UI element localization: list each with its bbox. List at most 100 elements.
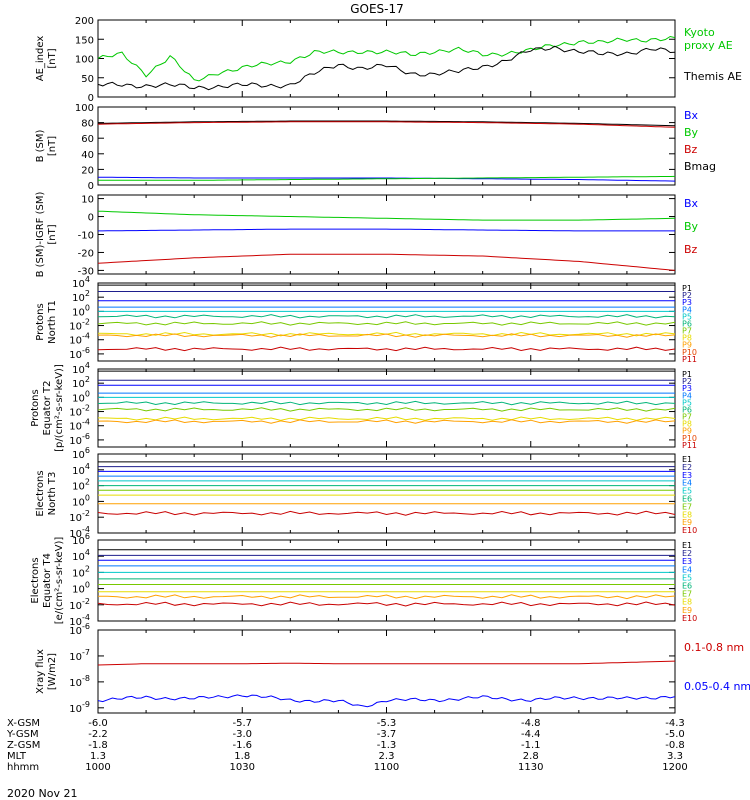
y-tick-label: 10 (81, 195, 94, 206)
y-axis-label: Equator T2 (42, 381, 53, 436)
channel-legend: E3 (682, 471, 692, 480)
y-tick-label: 200 (75, 16, 94, 27)
y-tick-label: 102 (72, 375, 90, 390)
y-tick-exponent: -2 (82, 318, 90, 327)
x-axis-value: 2.3 (379, 751, 395, 762)
channel-legend: E2 (682, 463, 692, 472)
x-axis-value: 1.3 (90, 751, 106, 762)
y-tick-label: 80 (81, 119, 94, 130)
y-tick-exponent: -2 (82, 597, 90, 606)
channel-legend: P2 (682, 377, 692, 386)
y-axis-label: Electrons (30, 557, 41, 603)
channel-legend: P11 (682, 441, 697, 450)
panel-b_sm_igrf: -30 -20 -10 0 10 B (SM)-IGRF (SM) [nT] Bx By Bz (35, 192, 699, 278)
y-tick-exponent: 0 (85, 303, 90, 312)
x-axis-value: -5.3 (377, 718, 397, 729)
y-tick-label: 104 (72, 361, 90, 376)
y-tick-label: -30 (78, 266, 94, 277)
series-line (98, 228, 675, 232)
x-axis-value: 1.8 (234, 751, 250, 762)
x-axis-value: -1.6 (232, 740, 252, 751)
plot-date: 2020 Nov 21 (7, 787, 77, 800)
x-axis-value: 1000 (85, 762, 110, 773)
channel-legend: P4 (682, 305, 692, 314)
plot-area (98, 35, 675, 91)
y-axis-label: [nT] (47, 224, 58, 244)
y-tick-exponent: -4 (82, 332, 90, 341)
channel-legend: E9 (682, 606, 692, 615)
channel-legend: P9 (682, 341, 692, 350)
plot-title: GOES-17 (350, 2, 404, 16)
x-axis-value: 1030 (230, 762, 255, 773)
legend-entry: Themis AE (683, 70, 742, 83)
y-tick-label: 10-2 (69, 509, 90, 524)
y-tick-label: 10-8 (69, 674, 90, 689)
channel-legend: P11 (682, 355, 697, 364)
y-axis-label: Protons (30, 389, 41, 426)
series-line (98, 175, 675, 181)
legend-entry: Bx (684, 197, 699, 210)
channel-line (98, 321, 675, 326)
channel-line (98, 510, 675, 516)
channel-legend: E1 (682, 541, 692, 550)
y-tick-exponent: -6 (82, 346, 90, 355)
panel-frame (97, 19, 676, 98)
y-tick-exponent: 0 (85, 581, 90, 590)
channel-line (98, 416, 675, 421)
y-tick-exponent: -7 (82, 648, 90, 657)
series-line (98, 176, 675, 182)
series-line (98, 694, 675, 708)
channel-legend: P5 (682, 398, 692, 407)
x-axis-value: -5.0 (665, 729, 685, 740)
legend-entry: Bx (684, 109, 699, 122)
x-axis-value: 1130 (518, 762, 543, 773)
y-tick-label: 20 (81, 165, 94, 176)
channel-legend: P6 (682, 405, 692, 414)
x-axis-value: -1.3 (377, 740, 397, 751)
y-tick-label: 50 (81, 74, 94, 85)
x-axis-value: -2.2 (88, 729, 108, 740)
channel-legend: P4 (682, 391, 692, 400)
legend-entry: Kyoto (684, 26, 715, 39)
panel-frame (97, 629, 676, 714)
plot-area (98, 210, 675, 271)
y-tick-exponent: -4 (82, 418, 90, 427)
x-axis-value: -3.0 (232, 729, 252, 740)
y-tick-label: -20 (78, 248, 94, 259)
y-tick-label: 102 (72, 564, 90, 579)
y-axis-label: [e/(cm²-s-sr-keV)] (54, 537, 65, 625)
y-tick-label: 104 (72, 462, 90, 477)
y-tick-label: 150 (75, 35, 94, 46)
panel-frame (97, 106, 676, 186)
y-tick-exponent: 6 (85, 532, 90, 541)
y-tick-exponent: 4 (85, 548, 90, 557)
y-axis-label: North T3 (47, 472, 58, 516)
series-line (98, 120, 675, 127)
y-tick-label: 10-7 (69, 648, 90, 663)
y-tick-exponent: 4 (85, 361, 90, 370)
channel-legend: E2 (682, 549, 692, 558)
x-axis-value: 1100 (374, 762, 399, 773)
series-line (98, 45, 675, 91)
channel-line (98, 314, 675, 319)
x-axis-value: -3.7 (377, 729, 397, 740)
y-tick-label: 0 (88, 93, 94, 104)
channel-legend: E9 (682, 518, 692, 527)
y-axis-label: Electrons (35, 470, 46, 516)
y-tick-exponent: 0 (85, 389, 90, 398)
x-axis-row-label: Z-GSM (7, 740, 40, 751)
legend-entry: By (684, 126, 699, 139)
y-tick-exponent: -8 (82, 674, 90, 683)
y-tick-label: 40 (81, 150, 94, 161)
y-axis-label: Xray flux (35, 649, 46, 694)
x-axis-value: -4.4 (521, 729, 541, 740)
channel-line (98, 419, 675, 424)
channel-legend: P3 (682, 298, 692, 307)
plot-area (98, 370, 675, 424)
x-axis-row-label: hhmm (7, 762, 39, 773)
